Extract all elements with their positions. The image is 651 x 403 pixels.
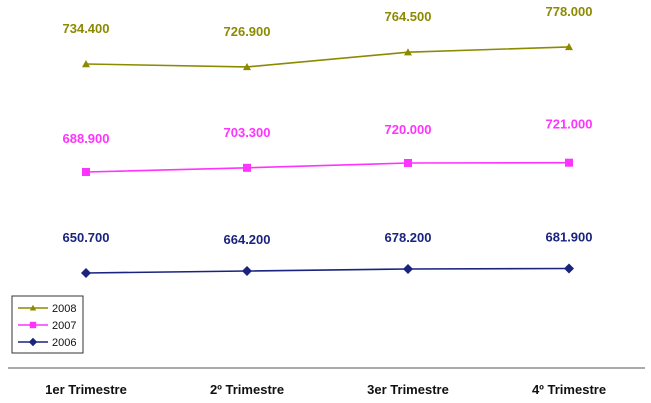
data-point-2007-3 (404, 158, 412, 167)
data-point-2006-4 (564, 263, 574, 274)
data-point-2008-1 (82, 60, 90, 68)
x-tick-label-4: 4º Trimestre (532, 382, 606, 397)
data-label-2007-4: 721.000 (546, 117, 593, 132)
data-point-2006-2 (242, 266, 252, 277)
data-point-2008-4 (565, 42, 573, 51)
legend-marker-2008 (29, 304, 37, 311)
data-label-2008-1: 734.400 (63, 21, 110, 36)
data-point-2007-4 (565, 158, 573, 167)
x-tick-label-2: 2º Trimestre (210, 382, 284, 397)
series-line-2007 (85, 161, 570, 173)
data-label-2008-2: 726.900 (224, 24, 271, 39)
legend: 2008 2007 2006 (11, 295, 84, 354)
data-label-2006-4: 681.900 (546, 229, 593, 244)
data-label-2008-3: 764.500 (385, 9, 432, 24)
data-point-2007-1 (82, 168, 90, 176)
data-label-2007-1: 688.900 (63, 131, 110, 146)
x-tick-label-3: 3er Trimestre (367, 382, 449, 397)
data-label-2007-3: 720.000 (385, 122, 432, 137)
legend-marker-2006 (28, 337, 38, 347)
data-label-2007-2: 703.300 (224, 125, 271, 140)
data-point-2008-2 (243, 62, 251, 71)
data-point-2006-1 (81, 268, 91, 278)
legend-marker-2007 (29, 321, 37, 329)
legend-label-2008: 2008 (52, 303, 76, 315)
series-line-2008 (85, 46, 570, 68)
data-point-2007-2 (243, 163, 251, 172)
legend-label-2007: 2007 (52, 320, 76, 332)
data-label-2006-3: 678.200 (385, 230, 432, 245)
data-label-2006-1: 650.700 (63, 230, 110, 245)
data-label-2006-2: 664.200 (224, 232, 271, 247)
legend-label-2006: 2006 (52, 337, 76, 349)
x-tick-layer: 1er Trimestre 2º Trimestre 3er Trimestre 4º… (45, 382, 606, 397)
series-line-2006 (85, 267, 570, 274)
data-point-2008-3 (404, 48, 412, 56)
x-tick-label-1: 1er Trimestre (45, 382, 127, 397)
series-layer (81, 42, 574, 278)
data-label-layer: 734.400 726.900 764.500 778.000 688.900 703.3… (63, 4, 593, 247)
data-label-2008-4: 778.000 (546, 4, 593, 19)
data-point-2006-3 (403, 264, 413, 275)
